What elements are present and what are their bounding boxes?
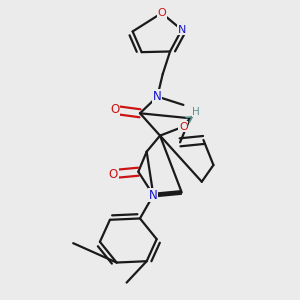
Text: O: O bbox=[110, 103, 120, 116]
Text: N: N bbox=[149, 189, 158, 202]
Text: H: H bbox=[192, 106, 200, 117]
Text: O: O bbox=[109, 167, 118, 181]
Text: O: O bbox=[157, 8, 166, 18]
Text: O: O bbox=[179, 122, 188, 132]
Text: N: N bbox=[178, 25, 186, 35]
Text: N: N bbox=[153, 90, 162, 103]
